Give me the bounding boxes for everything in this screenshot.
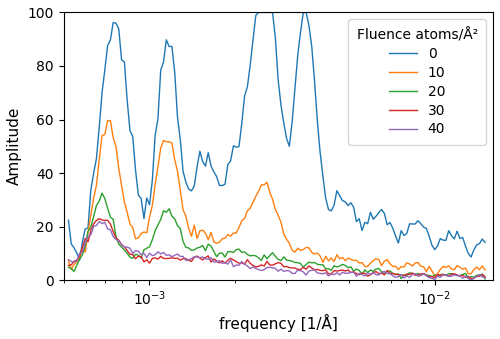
40 — [356, 272, 362, 276]
30 — [206, 254, 212, 258]
Y-axis label: Amplitude: Amplitude — [7, 107, 22, 185]
0 — [233, 145, 239, 149]
10 — [412, 261, 418, 265]
10 — [432, 274, 438, 278]
40 — [482, 276, 488, 280]
10 — [286, 241, 292, 245]
30 — [233, 260, 239, 264]
10 — [206, 238, 212, 242]
40 — [96, 219, 102, 223]
0 — [415, 219, 421, 223]
30 — [96, 217, 102, 221]
Line: 0: 0 — [68, 13, 485, 260]
0 — [306, 23, 312, 27]
Line: 30: 30 — [68, 219, 485, 279]
0 — [256, 11, 262, 15]
0 — [66, 218, 71, 222]
30 — [412, 273, 418, 277]
Line: 40: 40 — [68, 221, 485, 280]
40 — [303, 273, 309, 277]
20 — [286, 258, 292, 262]
10 — [482, 268, 488, 272]
10 — [356, 261, 362, 265]
30 — [303, 267, 309, 271]
30 — [286, 265, 292, 270]
10 — [66, 259, 71, 263]
0 — [76, 258, 82, 262]
10 — [233, 231, 239, 235]
20 — [99, 191, 105, 195]
Legend: 0, 10, 20, 30, 40: 0, 10, 20, 30, 40 — [348, 19, 486, 145]
20 — [356, 268, 362, 273]
0 — [359, 228, 365, 233]
10 — [108, 118, 114, 122]
10 — [303, 245, 309, 250]
30 — [482, 275, 488, 279]
X-axis label: frequency [1/Å]: frequency [1/Å] — [219, 314, 338, 332]
20 — [206, 242, 212, 246]
40 — [66, 258, 71, 262]
40 — [412, 272, 418, 276]
Line: 10: 10 — [68, 120, 485, 276]
20 — [66, 265, 71, 269]
Line: 20: 20 — [68, 193, 485, 279]
30 — [468, 277, 474, 281]
30 — [66, 263, 71, 267]
20 — [412, 272, 418, 276]
40 — [233, 263, 239, 267]
20 — [233, 247, 239, 252]
0 — [206, 151, 212, 155]
30 — [356, 273, 362, 277]
0 — [289, 120, 295, 124]
40 — [468, 278, 474, 282]
40 — [286, 269, 292, 273]
20 — [482, 277, 488, 281]
40 — [206, 257, 212, 261]
20 — [303, 262, 309, 266]
0 — [482, 240, 488, 244]
